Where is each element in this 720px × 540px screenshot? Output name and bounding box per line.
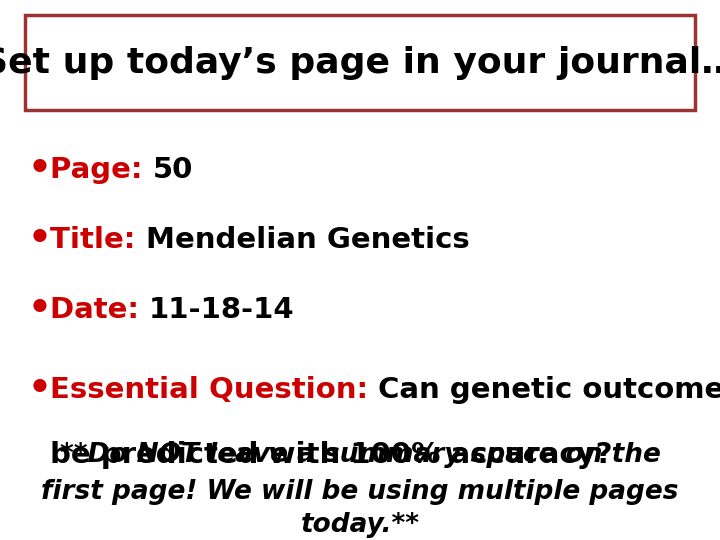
Text: 11-18-14: 11-18-14 (149, 296, 294, 324)
Text: Can genetic outcomes: Can genetic outcomes (378, 376, 720, 404)
Text: today.**: today.** (300, 512, 420, 538)
Text: •: • (28, 152, 52, 188)
Text: be predicted with 100% accuracy?: be predicted with 100% accuracy? (50, 441, 613, 469)
Text: •: • (28, 292, 52, 328)
Text: Title:: Title: (50, 226, 145, 254)
Text: **Do NOT leave a summary space on the: **Do NOT leave a summary space on the (60, 442, 660, 468)
Text: Set up today’s page in your journal…: Set up today’s page in your journal… (0, 45, 720, 79)
Text: Page:: Page: (50, 156, 153, 184)
Text: first page! We will be using multiple pages: first page! We will be using multiple pa… (41, 479, 679, 505)
Text: Essential Question:: Essential Question: (50, 376, 378, 404)
Text: Mendelian Genetics: Mendelian Genetics (145, 226, 469, 254)
Text: •: • (28, 222, 52, 258)
Bar (25, 15, 695, 110)
Text: •: • (28, 372, 52, 408)
Text: Date:: Date: (50, 296, 149, 324)
Text: 50: 50 (153, 156, 193, 184)
